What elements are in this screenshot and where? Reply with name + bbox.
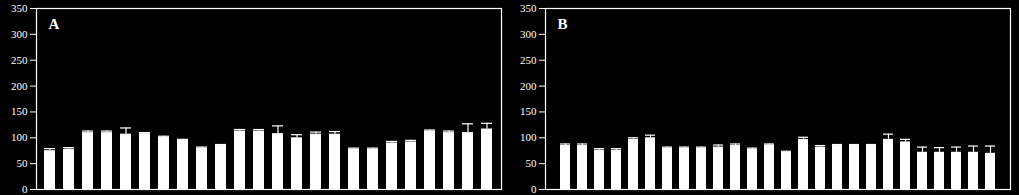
svg-text:100: 100 — [11, 131, 28, 143]
svg-text:300: 300 — [520, 28, 537, 40]
svg-text:150: 150 — [520, 105, 537, 117]
svg-text:250: 250 — [520, 54, 537, 66]
svg-text:100: 100 — [520, 131, 537, 143]
svg-text:150: 150 — [11, 105, 28, 117]
svg-text:50: 50 — [526, 157, 538, 169]
svg-text:50: 50 — [17, 157, 29, 169]
svg-text:200: 200 — [520, 80, 537, 92]
svg-text:0: 0 — [22, 183, 28, 195]
svg-text:A: A — [49, 16, 60, 32]
svg-text:300: 300 — [11, 28, 28, 40]
svg-text:350: 350 — [11, 2, 28, 14]
svg-text:B: B — [558, 16, 568, 32]
svg-text:350: 350 — [520, 2, 537, 14]
svg-text:0: 0 — [531, 183, 537, 195]
svg-text:250: 250 — [11, 54, 28, 66]
svg-text:200: 200 — [11, 80, 28, 92]
